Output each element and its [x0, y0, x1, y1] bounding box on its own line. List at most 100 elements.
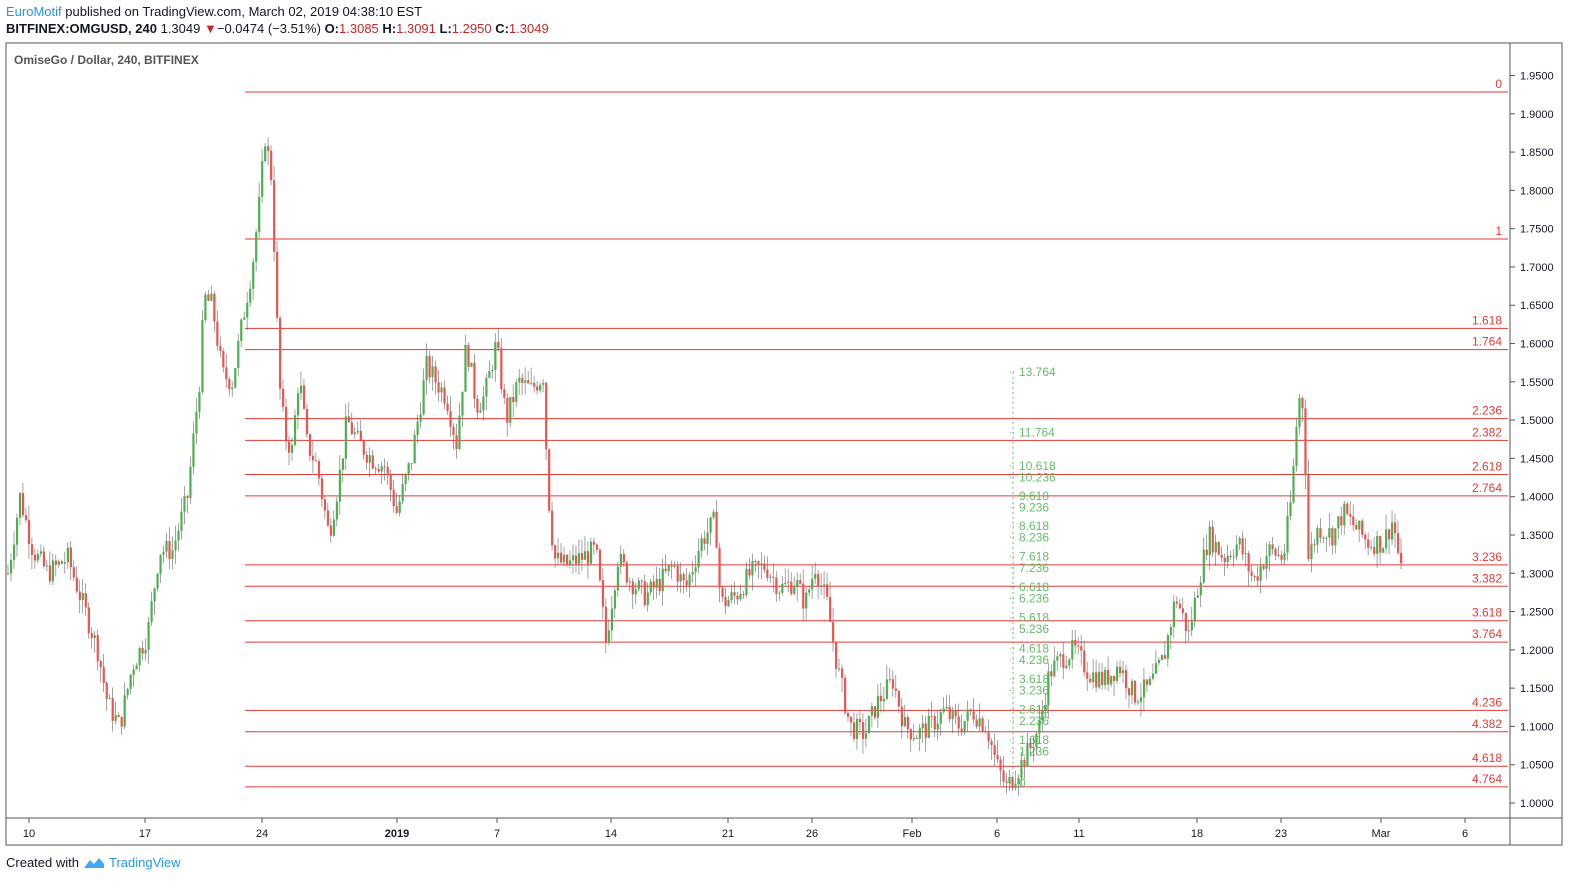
candle-body — [996, 754, 999, 760]
candle-body — [1217, 542, 1220, 555]
candle-body — [45, 565, 49, 567]
candle-body — [568, 560, 572, 566]
candle-body — [174, 540, 177, 551]
candle-body — [329, 525, 333, 536]
candle-body — [419, 414, 422, 422]
candle-body — [308, 434, 312, 456]
y-tick-label: 1.7500 — [1520, 224, 1554, 236]
fib-red-label: 3.382 — [1472, 571, 1502, 585]
candle-body — [784, 582, 787, 584]
candle-body — [15, 517, 19, 545]
candle-body — [1166, 635, 1170, 659]
candle-body — [1238, 538, 1241, 545]
candle-body — [1274, 549, 1277, 556]
candle-body — [431, 366, 434, 378]
candle-body — [563, 554, 566, 563]
candle-body — [258, 196, 261, 233]
candle-body — [846, 712, 850, 717]
candle-body — [548, 449, 551, 511]
candle-body — [879, 695, 883, 702]
candle-body — [72, 567, 75, 578]
fib-green-label: 4.236 — [1019, 653, 1049, 667]
candle-body — [21, 493, 25, 516]
candle-body — [607, 630, 611, 643]
candle-body — [7, 573, 10, 575]
candle-body — [246, 302, 249, 318]
time-axis[interactable]: 10 17 24 2019 7 14 21 26 Feb 6 11 18 23 Mar 6 — [23, 818, 1468, 840]
candle-body — [835, 641, 838, 669]
candle-body — [1322, 537, 1325, 539]
candle-body — [497, 342, 500, 349]
candle-body — [282, 388, 285, 407]
candle-body — [622, 554, 625, 563]
candle-body — [787, 581, 790, 583]
candle-body — [75, 577, 78, 592]
candle-body — [820, 585, 823, 587]
candle-body — [407, 463, 410, 475]
candle-body — [359, 430, 362, 442]
chart-title: OmiseGo / Dollar, 240, BITFINEX — [14, 53, 199, 67]
y-tick-label: 1.7000 — [1520, 262, 1554, 274]
candle-body — [625, 562, 628, 583]
candle-body — [123, 695, 126, 727]
candle-body — [147, 622, 150, 650]
candle-body — [1373, 547, 1376, 554]
candle-body — [1005, 781, 1008, 784]
open-label: O: — [324, 21, 340, 36]
candle-body — [353, 432, 356, 435]
candle-body — [243, 317, 246, 320]
candle-body — [240, 319, 243, 341]
candle-body — [228, 379, 231, 390]
candle-body — [1089, 678, 1092, 683]
candle-body — [1041, 710, 1044, 721]
candle-body — [1214, 542, 1217, 553]
candle-body — [694, 567, 697, 572]
candle-body — [781, 583, 784, 593]
candle-body — [434, 366, 437, 383]
candlestick-series — [7, 137, 1403, 796]
candle-body — [1196, 595, 1199, 598]
candle-body — [398, 501, 401, 513]
fib-green-label: 9.236 — [1019, 500, 1049, 514]
candle-body — [1116, 666, 1119, 681]
candle-body — [1262, 566, 1265, 569]
candle-body — [981, 718, 984, 732]
candle-body — [858, 718, 862, 723]
candle-body — [299, 385, 303, 394]
candle-body — [54, 560, 58, 565]
tradingview-brand[interactable]: TradingView — [108, 855, 181, 870]
candle-body — [425, 355, 428, 381]
candle-body — [655, 578, 658, 588]
x-tick-label: 11 — [1073, 828, 1084, 840]
candle-body — [341, 458, 344, 470]
candle-body — [153, 588, 156, 602]
candle-body — [102, 667, 105, 684]
candle-body — [882, 698, 886, 702]
candle-body — [225, 367, 228, 380]
candle-body — [1352, 516, 1355, 526]
symbol-info: BITFINEX:OMGUSD, 240 1.3049 ▼−0.0474 (−3… — [6, 21, 549, 36]
candle-body — [530, 382, 533, 384]
candle-body — [700, 538, 703, 551]
candle-body — [948, 706, 951, 719]
price-axis[interactable]: 1.9500 1.9000 1.8500 1.8000 1.7500 1.7000 1.65… — [1510, 71, 1554, 811]
x-tick-label: 26 — [806, 828, 818, 840]
candle-body — [1139, 697, 1143, 702]
author-link[interactable]: EuroMotif — [6, 4, 62, 19]
candle-body — [1059, 654, 1062, 657]
x-tick-label: 21 — [722, 828, 734, 840]
candle-body — [362, 441, 365, 455]
candle-body — [1298, 397, 1301, 427]
candle-body — [1331, 528, 1334, 546]
candle-body — [1163, 655, 1167, 659]
candle-body — [682, 574, 685, 581]
candle-body — [727, 600, 730, 607]
candle-body — [311, 455, 315, 461]
candle-body — [817, 573, 820, 587]
candle-body — [604, 606, 608, 643]
candle-body — [177, 530, 180, 541]
candle-body — [344, 416, 347, 459]
candle-body — [688, 574, 691, 586]
